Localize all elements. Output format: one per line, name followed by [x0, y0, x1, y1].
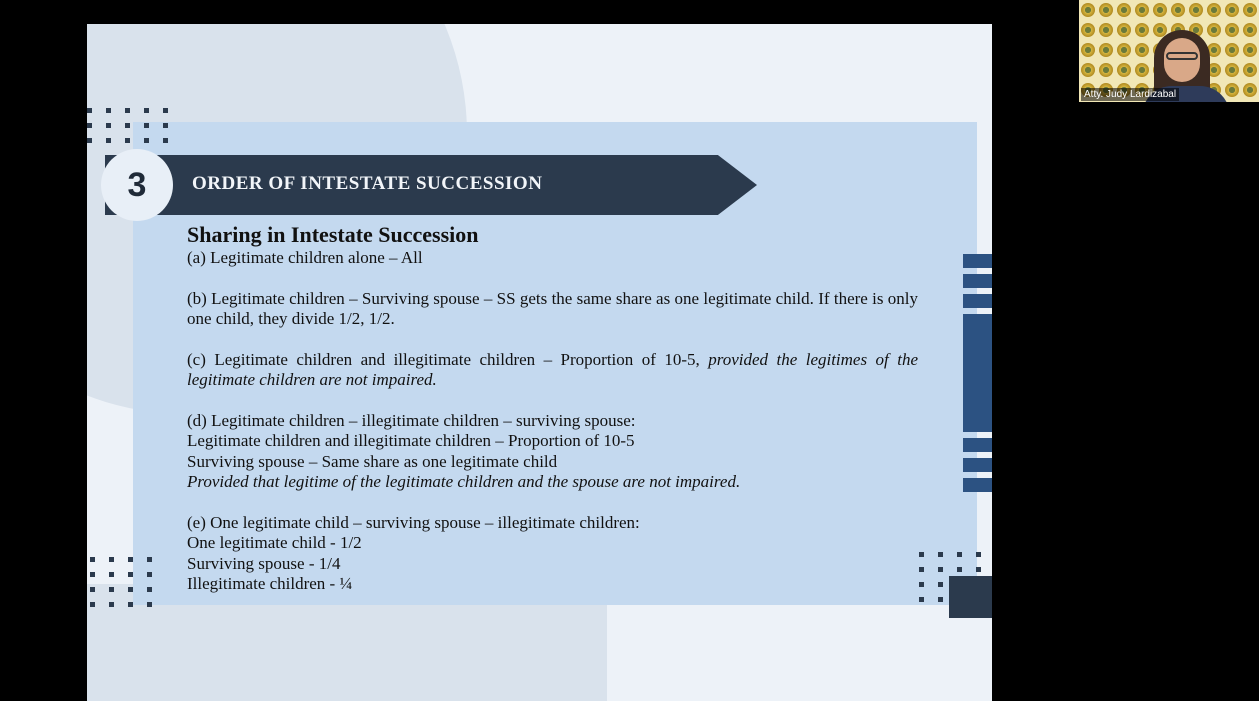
item-d-line3: Surviving spouse – Same share as one leg… [187, 451, 558, 471]
section-number-badge: 3 [101, 149, 173, 221]
item-e-line4: Illegitimate children - ¼ [187, 574, 353, 593]
item-e-line3: Surviving spouse - 1/4 [187, 553, 341, 573]
section-number: 3 [127, 165, 147, 204]
participant-name: Atty. Judy Lardizabal [1081, 88, 1180, 101]
item-e-line2: One legitimate child - 1/2 [187, 533, 362, 552]
slide-heading: Sharing in Intestate Succession [187, 222, 479, 247]
item-c-text: (c) Legitimate children and illegitimate… [187, 349, 709, 369]
item-d-proviso: Provided that legitime of the legitimate… [187, 472, 741, 491]
item-e-line1: (e) One legitimate child – surviving spo… [187, 512, 640, 532]
item-d-line1: (d) Legitimate children – illegitimate c… [187, 410, 636, 430]
item-c: (c) Legitimate children and illegitimate… [187, 350, 918, 391]
presentation-slide: 3 ORDER OF INTESTATE SUCCESSION Sharing … [87, 24, 992, 701]
slide-content: Sharing in Intestate Succession (a) Legi… [187, 222, 918, 595]
item-b: (b) Legitimate children – Surviving spou… [187, 288, 918, 329]
decorative-dots-top-left [87, 108, 168, 143]
section-title: ORDER OF INTESTATE SUCCESSION [192, 173, 543, 194]
decorative-bars-right [963, 254, 992, 498]
item-d-line2: Legitimate children and illegitimate chi… [187, 431, 635, 450]
participant-video-tile[interactable]: Atty. Judy Lardizabal [1079, 0, 1259, 102]
item-d-line4: Provided that legitime of the legitimate… [187, 472, 918, 493]
decorative-dots-bottom-left [90, 557, 152, 607]
decorative-block [949, 576, 992, 618]
item-c-proviso: provided the legitimes of the legitimate… [187, 349, 918, 390]
section-banner [105, 155, 757, 215]
item-a: (a) Legitimate children alone – All [187, 248, 423, 267]
